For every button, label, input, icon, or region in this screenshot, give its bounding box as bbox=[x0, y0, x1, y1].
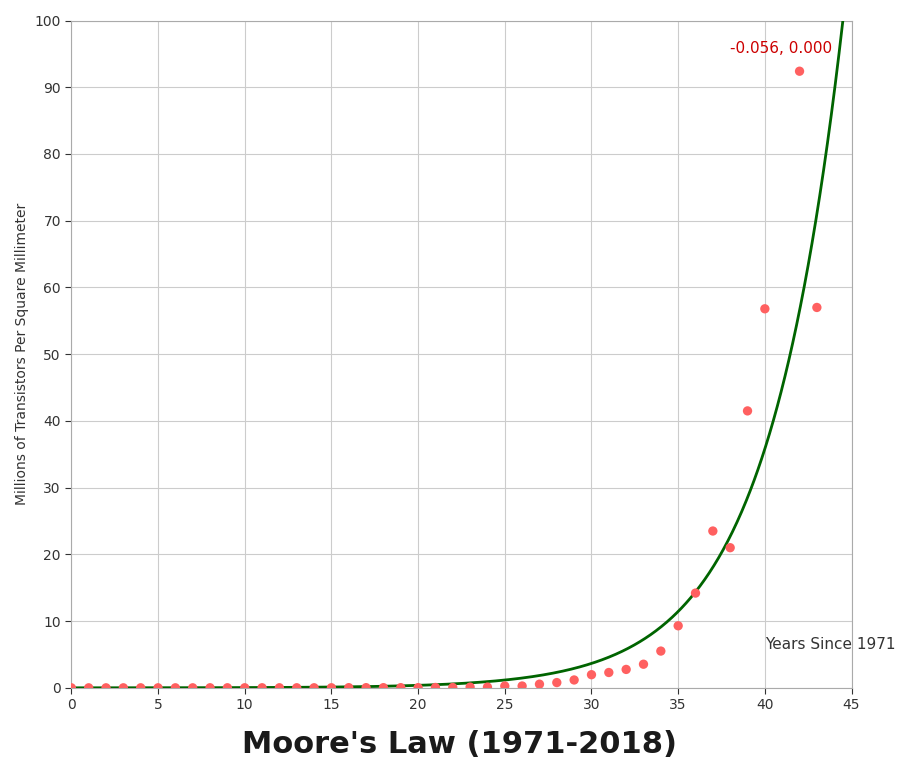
Point bbox=[289, 681, 304, 694]
Point bbox=[168, 682, 183, 694]
Point bbox=[792, 65, 807, 77]
Point bbox=[722, 541, 737, 554]
Point bbox=[394, 681, 409, 694]
Point bbox=[619, 663, 633, 676]
Point bbox=[445, 681, 460, 694]
Point bbox=[376, 681, 391, 694]
Point bbox=[654, 645, 668, 658]
Point bbox=[98, 682, 113, 694]
Point bbox=[498, 680, 512, 692]
Point bbox=[220, 681, 235, 694]
Point bbox=[810, 301, 824, 314]
Point bbox=[116, 682, 130, 694]
Point bbox=[341, 681, 356, 694]
Point bbox=[151, 682, 165, 694]
Point bbox=[757, 303, 772, 315]
Point bbox=[601, 666, 616, 679]
Point bbox=[428, 681, 442, 694]
Point bbox=[480, 681, 495, 694]
Point bbox=[515, 680, 530, 692]
Point bbox=[185, 682, 200, 694]
Point bbox=[550, 676, 565, 689]
Text: -0.056, 0.000: -0.056, 0.000 bbox=[730, 41, 832, 56]
Point bbox=[203, 681, 218, 694]
Point bbox=[566, 674, 581, 687]
Point bbox=[671, 619, 686, 632]
Point bbox=[359, 681, 374, 694]
Point bbox=[307, 681, 321, 694]
Point bbox=[272, 681, 286, 694]
Point bbox=[133, 682, 148, 694]
Point bbox=[706, 525, 721, 537]
Point bbox=[82, 682, 96, 694]
Y-axis label: Millions of Transistors Per Square Millimeter: Millions of Transistors Per Square Milli… bbox=[15, 203, 29, 505]
Point bbox=[532, 678, 547, 691]
Point bbox=[688, 586, 703, 599]
Point bbox=[463, 681, 477, 694]
Point bbox=[740, 404, 755, 417]
Text: Moore's Law (1971-2018): Moore's Law (1971-2018) bbox=[241, 730, 677, 759]
Point bbox=[238, 681, 252, 694]
Point bbox=[410, 681, 425, 694]
Point bbox=[636, 658, 651, 670]
Point bbox=[584, 669, 599, 681]
Point bbox=[254, 681, 269, 694]
Point bbox=[324, 681, 339, 694]
Point bbox=[64, 682, 79, 694]
Text: Years Since 1971: Years Since 1971 bbox=[765, 637, 895, 652]
